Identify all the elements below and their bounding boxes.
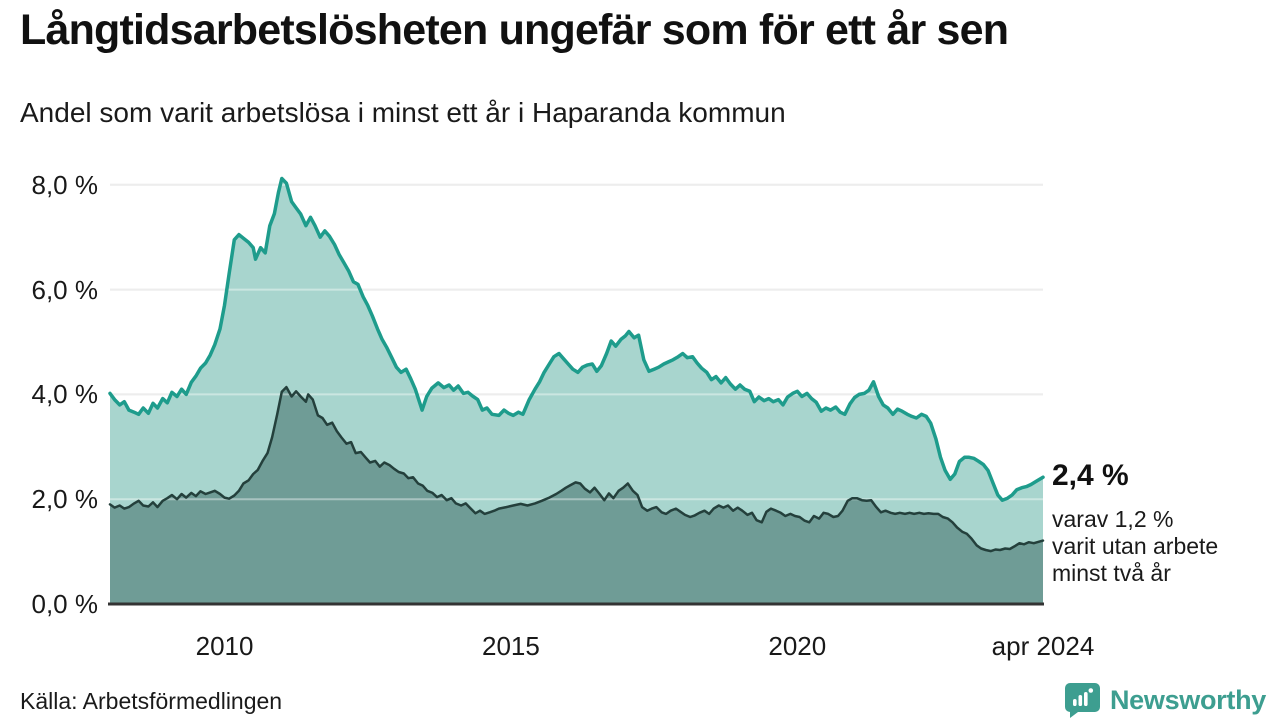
- source-credit: Källa: Arbetsförmedlingen: [20, 688, 283, 714]
- latest-value-label: 2,4 %: [1052, 459, 1129, 492]
- logo-bar-tall: [1083, 692, 1088, 706]
- page-title: Långtidsarbetslösheten ungefär som för e…: [20, 6, 1009, 54]
- logo-exclamation-dot: [1088, 688, 1094, 693]
- y-tick-label: 6,0 %: [31, 274, 99, 305]
- line-two-years: [108, 385, 1045, 553]
- x-tick-label: 2010: [195, 631, 254, 661]
- y-tick-label: 4,0 %: [31, 379, 99, 410]
- chart-subtitle: Andel som varit arbetslösa i minst ett å…: [20, 97, 786, 128]
- newsworthy-logo-icon: [1064, 683, 1100, 718]
- y-tick-label: 2,0 %: [31, 484, 99, 515]
- x-tick-label: 2015: [481, 631, 540, 661]
- y-tick-label: 8,0 %: [31, 169, 99, 200]
- y-tick-label: 0,0 %: [31, 589, 99, 619]
- annotation-line: varav 1,2 %: [1052, 506, 1174, 532]
- x-tick-label: apr 2024: [991, 631, 1095, 661]
- logo-bar-medium: [1078, 695, 1083, 706]
- brand-name: Newsworthy: [1109, 684, 1266, 715]
- annotation-text: varav 1,2 % varit utan arbete minst två …: [1052, 506, 1218, 587]
- line-total-one-year: [108, 176, 1045, 502]
- x-tick-label: 2020: [768, 631, 827, 661]
- newsworthy-brand: Newsworthy: [1064, 681, 1266, 719]
- logo-bar-short: [1072, 699, 1077, 706]
- logo-bubble: [1064, 683, 1100, 718]
- annotation-line: minst två år: [1052, 560, 1171, 586]
- annotation-line: varit utan arbete: [1052, 533, 1219, 559]
